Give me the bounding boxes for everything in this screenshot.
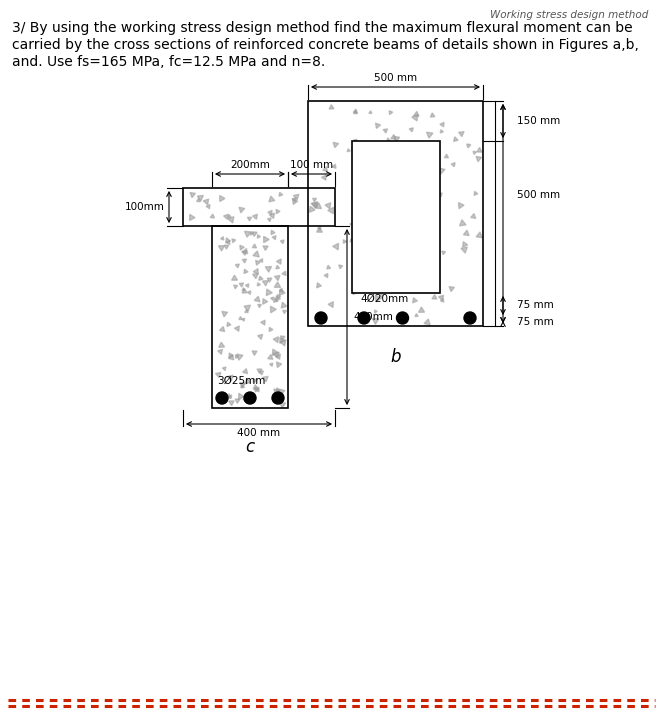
Text: 400 mm: 400 mm: [237, 428, 280, 438]
Circle shape: [358, 312, 370, 324]
Bar: [352, 141, 440, 293]
Text: and. Use fs=165 MPa, fc=12.5 MPa and n=8.: and. Use fs=165 MPa, fc=12.5 MPa and n=8…: [12, 55, 326, 69]
Text: 75 mm: 75 mm: [517, 317, 554, 327]
Text: 150 mm: 150 mm: [517, 116, 560, 126]
Text: b: b: [391, 348, 400, 366]
Text: 500 mm: 500 mm: [374, 73, 417, 83]
Circle shape: [396, 312, 408, 324]
Text: 3Ø25mm: 3Ø25mm: [217, 376, 265, 386]
Text: 75 mm: 75 mm: [517, 301, 554, 311]
Text: 500 mm: 500 mm: [517, 190, 560, 200]
Text: Working stress design method: Working stress design method: [489, 10, 648, 20]
Text: carried by the cross sections of reinforced concrete beams of details shown in F: carried by the cross sections of reinfor…: [12, 38, 639, 52]
Circle shape: [244, 392, 256, 404]
Text: 4Ø20mm: 4Ø20mm: [361, 294, 409, 304]
Circle shape: [315, 312, 327, 324]
Circle shape: [464, 312, 476, 324]
Circle shape: [216, 392, 228, 404]
Text: 100mm: 100mm: [125, 202, 165, 212]
Text: 400mm: 400mm: [353, 312, 393, 322]
Bar: [212, 226, 288, 408]
Text: c: c: [245, 438, 255, 456]
Text: 200mm: 200mm: [230, 160, 270, 170]
Circle shape: [272, 392, 284, 404]
Text: 250 mm: 250 mm: [375, 226, 418, 236]
Text: 100 mm: 100 mm: [290, 160, 333, 170]
Bar: [308, 101, 483, 326]
Bar: [183, 188, 335, 226]
Text: 3/ By using the working stress design method find the maximum flexural moment ca: 3/ By using the working stress design me…: [12, 21, 633, 35]
